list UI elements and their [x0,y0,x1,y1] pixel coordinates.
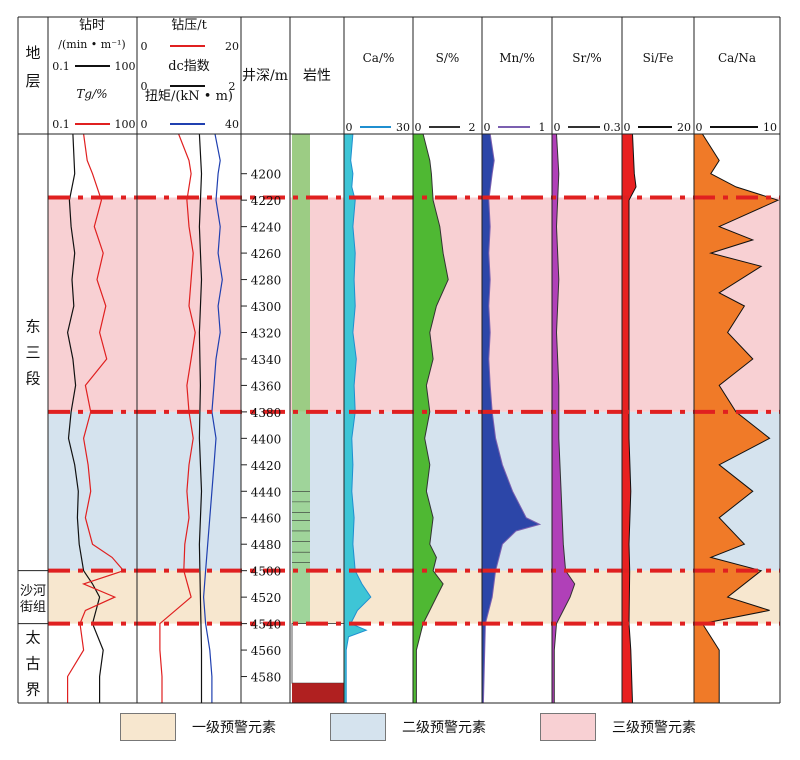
element-name-2: S/% [436,51,460,65]
track1-max-1: 100 [115,60,136,73]
track1-name-1: 钻时 [79,18,105,33]
depth-tick-label-9: 4360 [251,379,282,393]
element-name-3: Mn/% [499,51,534,65]
element-min-4: 0 [554,121,561,134]
depth-axis-label: 井深/m [242,68,288,84]
track1-curve-2 [67,133,125,703]
track2-name-3: 扭矩/(kN • m) [145,89,233,104]
element-name-5: Si/Fe [643,51,674,65]
track2-min-2: 0 [141,80,148,93]
strata-label-1-char-1: 东 [25,317,40,335]
strata-label-2-line-1: 沙河 [20,584,46,599]
depth-tick-label-20: 4580 [251,671,282,685]
track2-name-2: dc指数 [168,59,210,74]
legend-item-1: 一级预警元素 [120,712,276,742]
depth-tick-label-16: 4500 [251,565,282,579]
track2-min-1: 0 [141,40,148,53]
element-max-5: 20 [677,121,691,134]
strata-label-1-char-2: 三 [25,343,40,361]
legend: 一级预警元素 二级预警元素 三级预警元素 [0,712,800,748]
depth-tick-label-18: 4540 [251,618,282,632]
depth-tick-label-1: 4200 [251,168,282,182]
track2-max-1: 20 [225,40,239,53]
element-max-4: 0.3 [603,121,621,134]
element-min-6: 0 [696,121,703,134]
depth-tick-label-13: 4440 [251,485,282,499]
legend-swatch-1 [120,713,176,741]
legend-item-3: 三级预警元素 [540,712,696,742]
strata-label-3-char-1: 太 [25,628,40,646]
element-max-2: 2 [469,121,476,134]
depth-tick-label-3: 4240 [251,221,282,235]
element-area-4 [551,133,576,704]
element-name-4: Sr/% [572,51,601,65]
depth-tick-label-15: 4480 [251,538,282,552]
element-min-3: 0 [484,121,491,134]
element-name-1: Ca/% [363,51,395,65]
depth-tick-label-7: 4320 [251,326,282,340]
element-max-1: 30 [396,121,410,134]
depth-tick-label-8: 4340 [251,353,282,367]
strata-header-char-1: 地 [25,44,40,62]
strata-header-char-2: 层 [25,72,40,90]
element-max-6: 10 [763,121,777,134]
track1-min-2: 0.1 [52,118,70,131]
depth-tick-label-6: 4300 [251,300,282,314]
element-max-3: 1 [539,121,546,134]
depth-tick-label-5: 4280 [251,274,282,288]
track1-name-2: Tg/% [76,87,107,101]
depth-column-bg [241,134,290,703]
track2-name-1: 钻压/t [171,18,207,33]
element-area-2 [412,133,449,704]
track1-unit-1: /(min • m⁻¹) [58,38,125,51]
lithology-middle [292,411,310,624]
legend-label-3: 三级预警元素 [612,720,696,736]
element-min-2: 0 [415,121,422,134]
lithology-basement-red [292,683,344,703]
depth-tick-label-2: 4220 [251,194,282,208]
lithology-upper [292,134,310,412]
legend-swatch-3 [540,713,596,741]
track1-curve-1 [66,133,104,703]
depth-tick-label-12: 4420 [251,459,282,473]
depth-tick-label-17: 4520 [251,591,282,605]
depth-tick-label-11: 4400 [251,432,282,446]
track2-min-3: 0 [141,118,148,131]
lithology-header: 岩性 [303,68,331,84]
depth-tick-label-10: 4380 [251,406,282,420]
depth-tick-label-4: 4260 [251,247,282,261]
track2-max-3: 40 [225,118,239,131]
element-area-3 [481,133,542,704]
track1-max-2: 100 [115,118,136,131]
legend-swatch-2 [330,713,386,741]
depth-tick-label-14: 4460 [251,512,282,526]
legend-label-1: 一级预警元素 [192,720,276,736]
track2-curve-2 [198,133,203,703]
element-min-1: 0 [346,121,353,134]
strata-label-3-char-3: 界 [25,680,40,698]
track2-max-2: 2 [229,80,236,93]
strata-label-2-line-2: 街组 [20,600,46,615]
element-min-5: 0 [624,121,631,134]
legend-label-2: 二级预警元素 [402,720,486,736]
legend-item-2: 二级预警元素 [330,712,486,742]
strata-label-1-char-3: 段 [25,369,40,387]
depth-tick-label-19: 4560 [251,644,282,658]
strata-label-3-char-2: 古 [25,654,40,672]
track1-min-1: 0.1 [52,60,70,73]
lithology-basement-white [291,623,345,684]
element-name-6: Ca/Na [718,51,756,65]
